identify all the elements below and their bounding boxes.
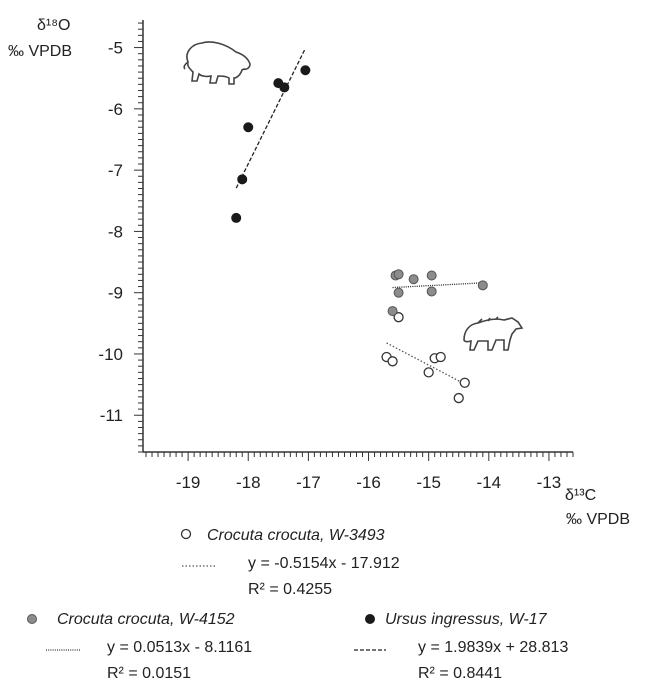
- legend-equation-w3493: y = -0.5154x - 17.912: [248, 555, 400, 572]
- data-point-series-1: [393, 287, 404, 298]
- x-tick-label: -18: [236, 473, 261, 492]
- data-point-series-0: [393, 312, 404, 323]
- legend-r2-w17: R² = 0.8441: [418, 665, 502, 682]
- y-tick-label: -7: [108, 161, 123, 180]
- x-tick-label: -14: [477, 473, 502, 492]
- legend-equation-w17: y = 1.9839x + 28.813: [418, 639, 568, 656]
- y-tick-label: -8: [108, 222, 123, 241]
- legend-series-w4152: Crocuta crocuta, W-4152: [57, 611, 235, 628]
- axes: -19 -18 -17 -16 -15 -14 -13 -5 -6 -7 -8 -9 -10 -11: [98, 20, 574, 492]
- trendlines: [235, 48, 483, 385]
- x-tick-label: -17: [296, 473, 321, 492]
- y-axis-title-line2: ‰ VPDB: [8, 43, 72, 60]
- y-tick-label: -10: [98, 345, 123, 364]
- legend-marker-w4152: [27, 614, 37, 624]
- trendline-series-2: [235, 48, 306, 189]
- data-point-series-2: [279, 82, 290, 93]
- legend-series-w17: Ursus ingressus, W-17: [385, 611, 548, 628]
- data-points: [231, 65, 488, 404]
- data-point-series-0: [435, 351, 446, 363]
- data-point-series-1: [477, 280, 488, 291]
- legend-series-w3493: Crocuta crocuta, W-3493: [207, 527, 385, 544]
- x-tick-label: -13: [537, 473, 562, 492]
- x-tick-label: -16: [356, 473, 381, 492]
- data-point-series-1: [393, 269, 404, 280]
- y-tick-label: -6: [108, 100, 123, 119]
- x-tick-label: -15: [416, 473, 441, 492]
- trendline-series-0: [386, 342, 466, 385]
- data-point-series-1: [408, 274, 419, 285]
- data-point-series-2: [300, 65, 311, 76]
- data-point-series-2: [237, 174, 248, 185]
- data-point-series-1: [387, 306, 398, 317]
- hyena-icon: [463, 316, 524, 351]
- data-point-series-2: [231, 212, 242, 223]
- legend: Crocuta crocuta, W-3493 y = -0.5154x - 1…: [27, 527, 568, 682]
- x-axis-title-line2: ‰ VPDB: [566, 511, 630, 528]
- cave-bear-icon: [183, 41, 251, 85]
- y-tick-label: -5: [108, 39, 123, 58]
- y-axis-ticks: -5 -6 -7 -8 -9 -10 -11: [98, 22, 143, 453]
- legend-equation-w4152: y = 0.0513x - 8.1161: [107, 639, 252, 656]
- x-axis-ticks: -19 -18 -17 -16 -15 -14 -13: [145, 452, 574, 492]
- legend-marker-w17: [365, 614, 375, 624]
- legend-marker-w3493: [180, 528, 192, 540]
- legend-r2-w3493: R² = 0.4255: [248, 581, 332, 598]
- data-point-series-2: [243, 122, 254, 133]
- data-point-series-0: [387, 356, 398, 367]
- x-tick-label: -19: [176, 473, 201, 492]
- data-point-series-0: [423, 367, 434, 378]
- x-axis-title-line1: δ¹³C: [565, 487, 596, 504]
- data-point-series-0: [459, 377, 470, 388]
- y-tick-label: -9: [108, 284, 123, 303]
- data-point-series-0: [453, 392, 464, 404]
- legend-r2-w4152: R² = 0.0151: [107, 665, 191, 682]
- data-point-series-1: [426, 286, 437, 297]
- y-tick-label: -11: [100, 406, 123, 425]
- trendline-series-1: [392, 282, 483, 289]
- y-axis-title-line1: δ¹⁸O: [37, 17, 70, 34]
- data-point-series-1: [426, 270, 437, 281]
